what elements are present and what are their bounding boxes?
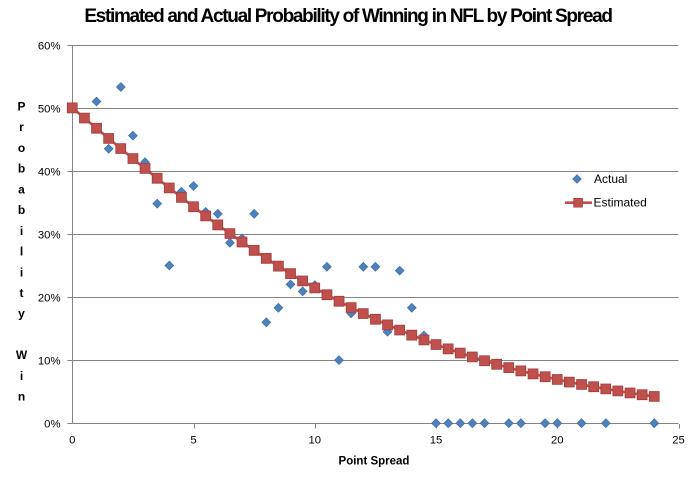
svg-text:10%: 10% bbox=[38, 356, 61, 368]
svg-text:Estimated: Estimated bbox=[594, 196, 647, 210]
svg-text:o: o bbox=[18, 141, 25, 155]
svg-text:n: n bbox=[18, 390, 25, 404]
svg-text:40%: 40% bbox=[38, 167, 61, 179]
svg-text:Estimated and Actual Probabili: Estimated and Actual Probability of Winn… bbox=[84, 6, 612, 27]
svg-text:r: r bbox=[19, 120, 24, 134]
svg-text:10: 10 bbox=[309, 435, 322, 447]
svg-text:b: b bbox=[18, 162, 25, 176]
svg-text:b: b bbox=[18, 203, 25, 217]
svg-text:50%: 50% bbox=[38, 104, 61, 116]
svg-text:l: l bbox=[20, 245, 23, 259]
svg-text:W: W bbox=[16, 348, 28, 362]
svg-text:20%: 20% bbox=[38, 293, 61, 305]
svg-text:y: y bbox=[18, 307, 25, 321]
svg-text:0%: 0% bbox=[44, 419, 60, 431]
svg-text:i: i bbox=[20, 369, 23, 383]
svg-text:P: P bbox=[17, 100, 25, 114]
svg-text:Point Spread: Point Spread bbox=[339, 456, 410, 468]
svg-text:i: i bbox=[20, 224, 23, 238]
svg-text:5: 5 bbox=[190, 435, 196, 447]
svg-text:i: i bbox=[20, 265, 23, 279]
svg-text:20: 20 bbox=[551, 435, 564, 447]
svg-text:30%: 30% bbox=[38, 230, 61, 242]
svg-text:60%: 60% bbox=[38, 41, 61, 53]
svg-text:25: 25 bbox=[672, 435, 685, 447]
svg-text:t: t bbox=[20, 286, 24, 300]
svg-text:0: 0 bbox=[69, 435, 75, 447]
svg-text:15: 15 bbox=[430, 435, 443, 447]
svg-text:a: a bbox=[18, 182, 25, 196]
svg-text:Actual: Actual bbox=[594, 172, 627, 186]
